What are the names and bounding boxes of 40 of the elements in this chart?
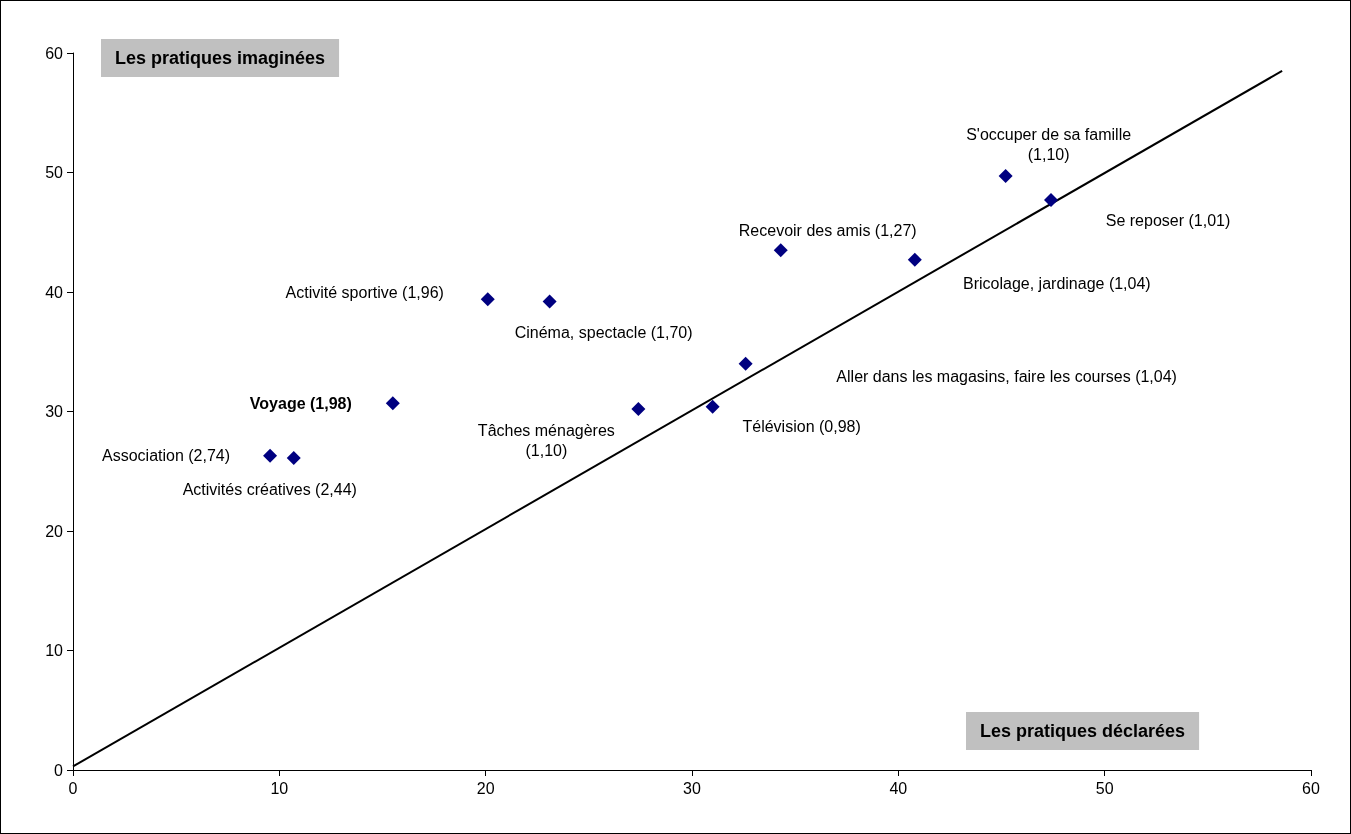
x-axis-title: Les pratiques déclarées — [980, 721, 1186, 741]
point — [631, 402, 646, 417]
x-tick-label: 40 — [889, 779, 908, 797]
annotation: Aller dans les magasins, faire les courses (1,04) — [836, 368, 1177, 386]
annotation: Bricolage, jardinage (1,04) — [963, 275, 1151, 293]
y-tick-label: 20 — [45, 522, 64, 540]
point — [385, 396, 400, 411]
y-tick-label: 10 — [45, 642, 64, 659]
annotation: Tâches ménagères (1,10) — [477, 421, 615, 459]
point — [738, 356, 753, 371]
x-tick-label: 50 — [1095, 779, 1114, 797]
y-tick-label: 0 — [54, 761, 64, 779]
y-tick-label: 40 — [45, 283, 64, 301]
annotation: S'occuper de sa famille (1,10) — [966, 125, 1132, 163]
annotation: Télévision (0,98) — [742, 418, 861, 436]
point — [480, 292, 495, 307]
x-tick-label: 10 — [270, 779, 289, 797]
annotation: Recevoir des amis (1,27) — [738, 221, 917, 239]
y-tick-label: 60 — [45, 44, 64, 62]
annotation: Association (2,74) — [102, 447, 231, 465]
y-tick-label: 30 — [45, 403, 64, 420]
x-tick-label: 0 — [68, 779, 78, 797]
point — [286, 451, 301, 466]
point — [773, 243, 788, 258]
annotation: Voyage (1,98) — [249, 394, 352, 412]
x-tick-label: 30 — [683, 779, 701, 797]
y-axis-title: Les pratiques imaginées — [115, 48, 326, 68]
x-tick-label: 20 — [476, 779, 495, 797]
point — [907, 252, 922, 267]
point — [998, 169, 1013, 184]
annotation: Cinéma, spectacle (1,70) — [514, 324, 693, 342]
point — [1044, 192, 1059, 207]
point — [542, 294, 557, 309]
point — [705, 399, 720, 414]
point — [263, 448, 278, 463]
annotation: Activités créatives (2,44) — [182, 480, 357, 498]
annotation: Activité sportive (1,96) — [285, 283, 444, 301]
x-tick-label: 60 — [1302, 779, 1320, 797]
annotation: Se reposer (1,01) — [1105, 212, 1231, 230]
y-tick-label: 50 — [45, 164, 64, 181]
